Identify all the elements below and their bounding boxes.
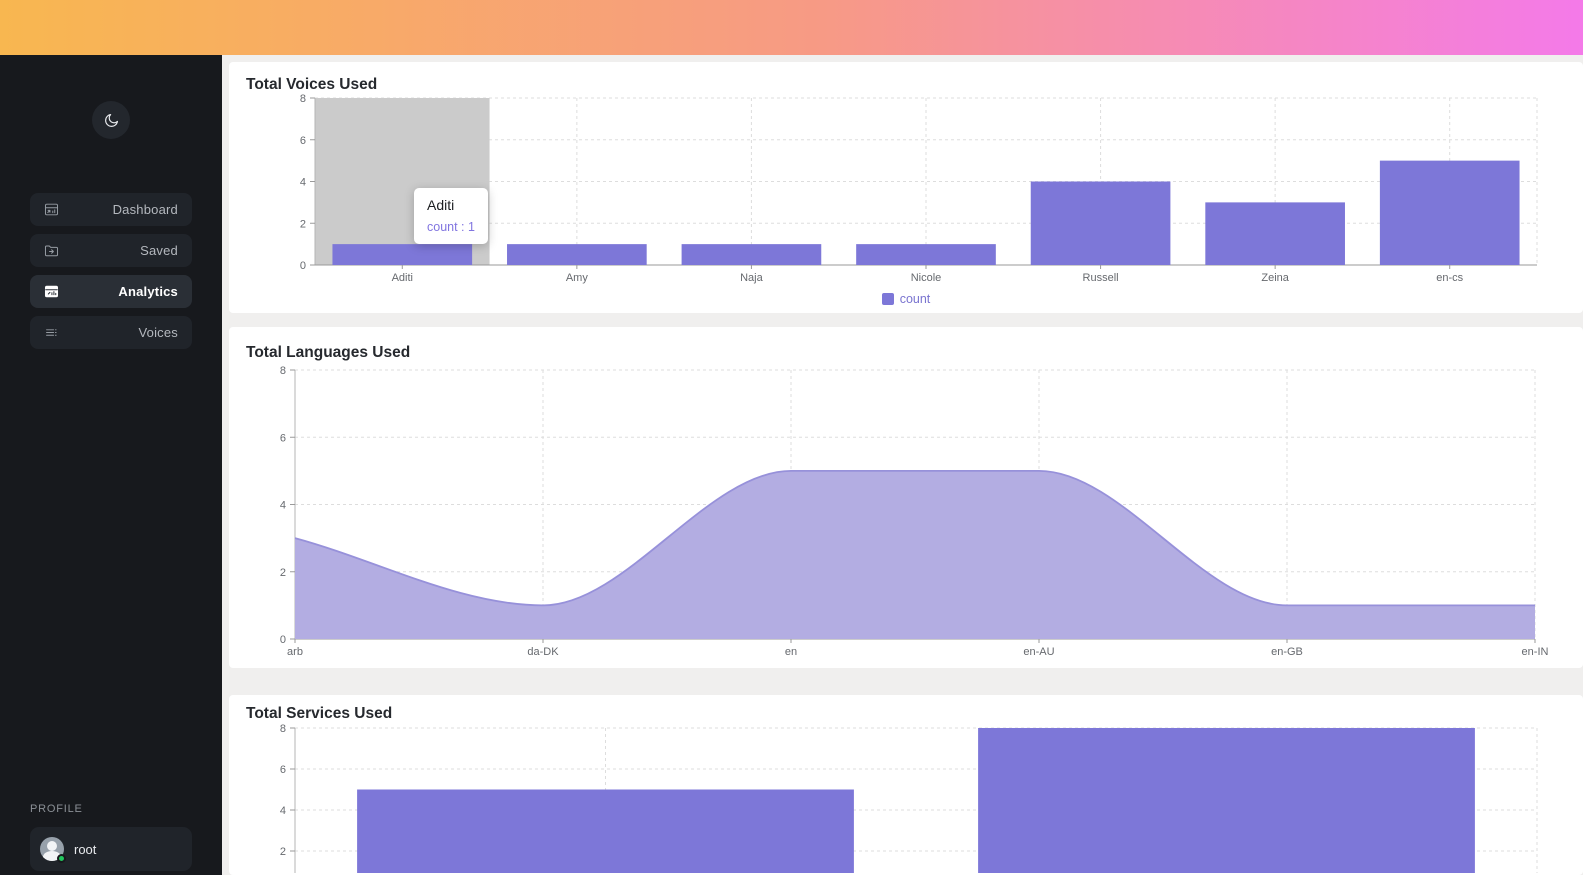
sidebar-item-label: Saved [140, 243, 178, 258]
svg-text:6: 6 [280, 764, 286, 776]
theme-toggle-button[interactable] [92, 101, 130, 139]
svg-text:0: 0 [280, 634, 286, 646]
profile-username: root [74, 841, 97, 857]
sidebar-item-dashboard[interactable]: Dashboard [30, 193, 192, 226]
svg-text:Amy: Amy [566, 272, 589, 284]
svg-text:8: 8 [280, 365, 286, 377]
svg-text:Nicole: Nicole [911, 272, 942, 284]
svg-text:en-GB: en-GB [1271, 646, 1303, 658]
sidebar: Dashboard Saved Analytics Voices [0, 55, 222, 875]
chart-title: Total Languages Used [246, 344, 411, 361]
sidebar-item-voices[interactable]: Voices [30, 316, 192, 349]
svg-text:en-IN: en-IN [1522, 646, 1549, 658]
svg-text:Aditi: Aditi [392, 272, 413, 284]
sidebar-item-label: Analytics [118, 284, 178, 299]
svg-text:4: 4 [280, 805, 286, 817]
sidebar-item-analytics[interactable]: Analytics [30, 275, 192, 308]
svg-text:0: 0 [300, 260, 306, 272]
svg-text:en-AU: en-AU [1023, 646, 1054, 658]
svg-text:Russell: Russell [1083, 272, 1119, 284]
svg-text:2: 2 [280, 846, 286, 858]
analytics-icon [44, 285, 59, 298]
top-gradient-bar [0, 0, 1583, 55]
svg-text:en-cs: en-cs [1436, 272, 1463, 284]
legend-label: count [899, 292, 931, 306]
total-services-used-bar-chart[interactable]: 2 4 6 8 [229, 723, 1583, 873]
main-content: Total Voices Used 0 2 4 6 8 Aditi Amy Naja Nicol… [222, 55, 1583, 875]
svg-text:6: 6 [300, 135, 306, 147]
profile-row[interactable]: root [30, 827, 192, 871]
profile-section-label: PROFILE [30, 803, 83, 815]
sidebar-item-saved[interactable]: Saved [30, 234, 192, 267]
voices-icon [46, 329, 57, 336]
svg-text:4: 4 [300, 177, 306, 189]
sidebar-item-label: Voices [138, 325, 178, 340]
legend-swatch [881, 293, 894, 305]
svg-text:Zeina: Zeina [1261, 272, 1289, 284]
svg-text:4: 4 [280, 500, 286, 512]
online-status-dot [57, 854, 66, 863]
dashboard-icon [44, 203, 59, 216]
svg-text:6: 6 [280, 432, 286, 444]
chart-title: Total Services Used [246, 705, 393, 722]
total-languages-used-area-chart[interactable]: 0 2 4 6 8 arb da-DK en en-AU en-GB en-IN [229, 362, 1583, 662]
svg-text:da-DK: da-DK [527, 646, 559, 658]
svg-text:Naja: Naja [740, 272, 764, 284]
saved-icon [44, 245, 59, 257]
svg-text:8: 8 [300, 94, 306, 105]
sidebar-item-label: Dashboard [112, 202, 178, 217]
svg-text:2: 2 [280, 567, 286, 579]
moon-icon [104, 113, 118, 127]
total-voices-used-bar-chart[interactable]: 0 2 4 6 8 Aditi Amy Naja Nicole Russell Zeina en-cs [229, 94, 1583, 290]
total-voices-used-card: Total Voices Used 0 2 4 6 8 Aditi Amy Naja Nicol… [229, 62, 1583, 313]
total-services-used-card: Total Services Used 2 4 6 8 [229, 695, 1583, 875]
avatar [40, 837, 66, 863]
svg-text:8: 8 [280, 723, 286, 735]
chart-title: Total Voices Used [246, 76, 378, 93]
svg-text:2: 2 [300, 218, 306, 230]
total-languages-used-card: Total Languages Used 0 2 4 6 8 arb da-DK en en-A… [229, 327, 1583, 668]
profile-section: PROFILE root [30, 803, 192, 871]
svg-text:arb: arb [287, 646, 303, 658]
sidebar-nav: Dashboard Saved Analytics Voices [30, 193, 192, 349]
svg-text:en: en [785, 646, 797, 658]
chart-legend[interactable]: count [229, 292, 1583, 306]
